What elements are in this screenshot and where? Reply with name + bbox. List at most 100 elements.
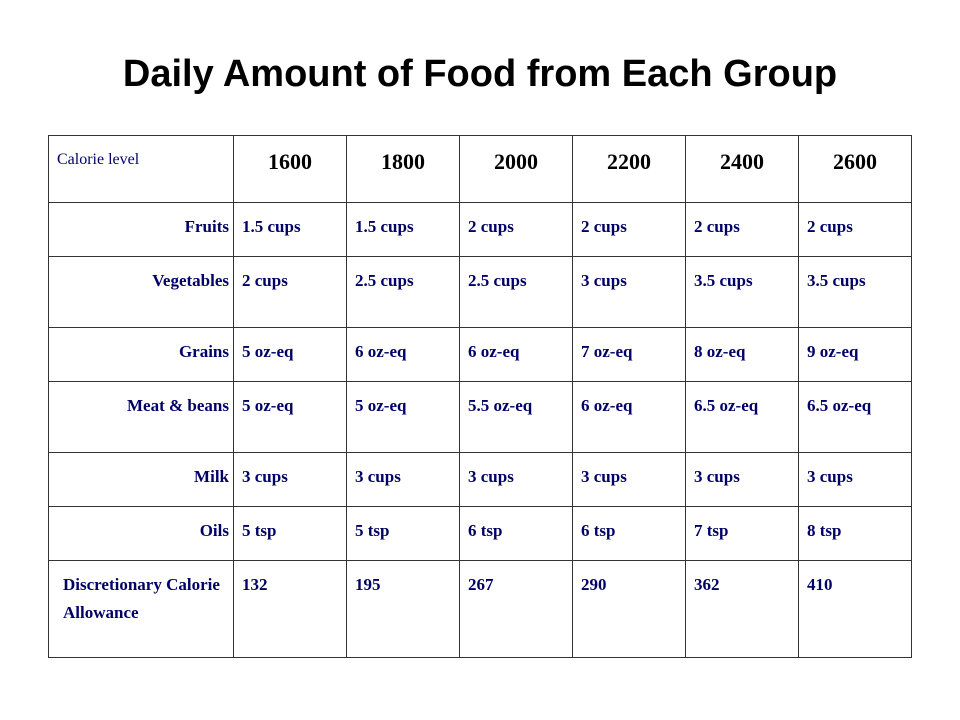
amount-value: 6 oz-eq [355, 342, 407, 361]
table-row: Grains 5 oz-eq 6 oz-eq 6 oz-eq 7 oz-eq 8 oz-e… [48, 327, 912, 382]
amount-value: 267 [468, 575, 494, 594]
amount-cell: 3 cups [346, 452, 460, 507]
food-group-label: Vegetables [152, 271, 229, 290]
amount-value: 5 tsp [355, 521, 390, 540]
table-row: Meat & beans 5 oz-eq 5 oz-eq 5.5 oz-eq 6 oz-… [48, 381, 912, 453]
amount-cell: 267 [459, 560, 573, 658]
amount-value: 2.5 cups [355, 271, 414, 290]
amount-cell: 8 tsp [798, 506, 912, 561]
amount-value: 1.5 cups [355, 217, 414, 236]
calorie-level: 1600 [268, 149, 312, 174]
amount-value: 3 cups [355, 467, 401, 486]
amount-value: 7 tsp [694, 521, 729, 540]
food-group-label: Fruits [184, 217, 229, 236]
amount-value: 3 cups [242, 467, 288, 486]
header-label-cell: Calorie level [48, 135, 234, 203]
food-group-cell: Meat & beans [48, 381, 234, 453]
amount-value: 6.5 oz-eq [807, 396, 872, 415]
amount-value: 3 cups [581, 271, 627, 290]
page-title: Daily Amount of Food from Each Group [122, 53, 838, 95]
amount-value: 3 cups [468, 467, 514, 486]
amount-cell: 6 tsp [572, 506, 686, 561]
table-row: Discretionary Calorie Allowance 132 195 267… [48, 560, 912, 658]
amount-value: 7 oz-eq [581, 342, 633, 361]
table-row: Oils 5 tsp 5 tsp 6 tsp 6 tsp 7 tsp 8 tsp [48, 506, 912, 561]
amount-cell: 6 oz-eq [572, 381, 686, 453]
table-row: Fruits 1.5 cups 1.5 cups 2 cups 2 cups 2 cups… [48, 202, 912, 257]
amount-cell: 2 cups [572, 202, 686, 257]
amount-cell: 5 tsp [346, 506, 460, 561]
amount-value: 6 oz-eq [468, 342, 520, 361]
amount-value: 362 [694, 575, 720, 594]
amount-cell: 6.5 oz-eq [798, 381, 912, 453]
amount-cell: 2.5 cups [346, 256, 460, 328]
amount-cell: 132 [233, 560, 347, 658]
food-group-label: Meat & beans [127, 396, 229, 415]
amount-cell: 6 oz-eq [346, 327, 460, 382]
amount-value: 5 oz-eq [242, 396, 294, 415]
amount-cell: 1.5 cups [233, 202, 347, 257]
amount-cell: 8 oz-eq [685, 327, 799, 382]
calorie-level-cell: 1600 [233, 135, 347, 203]
food-group-cell: Oils [48, 506, 234, 561]
calorie-level: 2200 [607, 149, 651, 174]
amount-cell: 3 cups [685, 452, 799, 507]
amount-value: 2 cups [807, 217, 853, 236]
calorie-level-cell: 1800 [346, 135, 460, 203]
amount-value: 6 tsp [581, 521, 616, 540]
amount-value: 3.5 cups [694, 271, 753, 290]
amount-value: 6.5 oz-eq [694, 396, 759, 415]
amount-cell: 6.5 oz-eq [685, 381, 799, 453]
amount-value: 3 cups [581, 467, 627, 486]
amount-cell: 2 cups [685, 202, 799, 257]
calorie-level-cell: 2000 [459, 135, 573, 203]
amount-value: 6 tsp [468, 521, 503, 540]
amount-value: 5.5 oz-eq [468, 396, 533, 415]
header-label: Calorie level [57, 151, 140, 168]
amount-cell: 3.5 cups [798, 256, 912, 328]
amount-value: 9 oz-eq [807, 342, 859, 361]
amount-value: 2.5 cups [468, 271, 527, 290]
amount-cell: 410 [798, 560, 912, 658]
amount-value: 3.5 cups [807, 271, 866, 290]
calorie-level: 1800 [381, 149, 425, 174]
amount-value: 2 cups [242, 271, 288, 290]
calorie-level-cell: 2600 [798, 135, 912, 203]
table-row: Vegetables 2 cups 2.5 cups 2.5 cups 3 cups 3.… [48, 256, 912, 328]
amount-cell: 3.5 cups [685, 256, 799, 328]
amount-cell: 2 cups [459, 202, 573, 257]
amount-cell: 3 cups [572, 256, 686, 328]
amount-cell: 3 cups [572, 452, 686, 507]
amount-value: 2 cups [468, 217, 514, 236]
food-group-cell: Grains [48, 327, 234, 382]
food-group-label: Milk [194, 467, 229, 486]
amount-cell: 9 oz-eq [798, 327, 912, 382]
calorie-level-cell: 2400 [685, 135, 799, 203]
amount-value: 8 oz-eq [694, 342, 746, 361]
amount-value: 1.5 cups [242, 217, 301, 236]
amount-value: 5 oz-eq [242, 342, 294, 361]
amount-value: 2 cups [694, 217, 740, 236]
food-group-label: Oils [199, 521, 229, 540]
food-group-cell: Vegetables [48, 256, 234, 328]
amount-cell: 2 cups [233, 256, 347, 328]
amount-cell: 7 tsp [685, 506, 799, 561]
amount-cell: 6 oz-eq [459, 327, 573, 382]
food-amount-table: Calorie level 1600 1800 2000 2200 2400 2… [48, 135, 912, 658]
food-group-cell: Fruits [48, 202, 234, 257]
amount-cell: 6 tsp [459, 506, 573, 561]
food-group-label: Discretionary Calorie Allowance [63, 575, 220, 622]
amount-cell: 2 cups [798, 202, 912, 257]
food-group-cell: Discretionary Calorie Allowance [48, 560, 234, 658]
amount-value: 3 cups [807, 467, 853, 486]
table-body: Calorie level 1600 1800 2000 2200 2400 2… [48, 135, 912, 658]
calorie-level-cell: 2200 [572, 135, 686, 203]
amount-cell: 290 [572, 560, 686, 658]
amount-value: 6 oz-eq [581, 396, 633, 415]
amount-cell: 1.5 cups [346, 202, 460, 257]
calorie-level: 2000 [494, 149, 538, 174]
amount-cell: 362 [685, 560, 799, 658]
header-row: Calorie level 1600 1800 2000 2200 2400 2… [48, 135, 912, 203]
amount-cell: 3 cups [798, 452, 912, 507]
amount-cell: 5 oz-eq [346, 381, 460, 453]
